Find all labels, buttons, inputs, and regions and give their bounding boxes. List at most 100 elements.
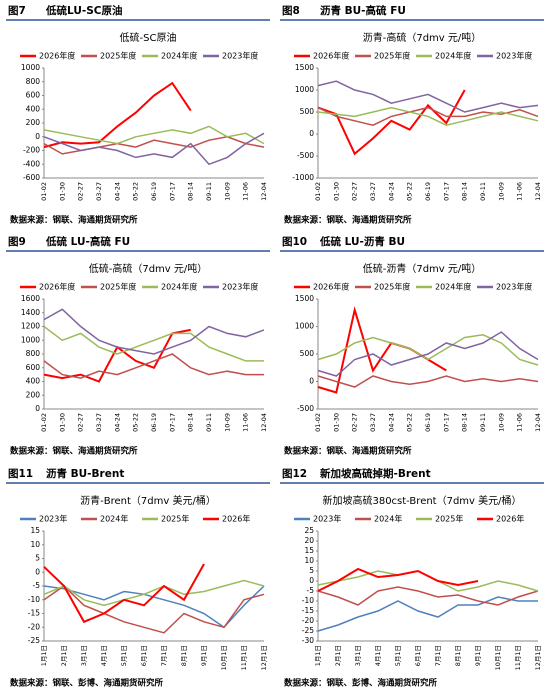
source-note: 数据来源：钢联、彭博、海通期货研究所 xyxy=(10,678,164,689)
y-tick-label: -10 xyxy=(28,595,40,604)
x-tick-label: 07-17 xyxy=(442,182,450,201)
legend-label: 2023年度 xyxy=(222,51,258,61)
x-tick-label: 08-14 xyxy=(461,182,469,201)
y-tick-label: -5 xyxy=(33,581,41,590)
series-line xyxy=(317,375,539,388)
legend-label: 2026年度 xyxy=(313,51,349,61)
figure-name: 低硫LU-SC原油 xyxy=(45,4,122,17)
source-note: 数据来源：钢联、海通期货研究所 xyxy=(284,215,412,226)
y-tick-label: -10 xyxy=(302,596,314,605)
y-tick-label: 800 xyxy=(26,77,41,86)
y-tick-label: 0 xyxy=(309,129,314,138)
x-tick-label: 12-04 xyxy=(260,182,268,201)
y-tick-label: 400 xyxy=(26,377,41,386)
figure-name: 沥青 BU-Brent xyxy=(46,467,124,480)
series-line xyxy=(317,106,539,126)
series-line xyxy=(43,563,205,624)
chart-title: 新加坡高硫380cst-Brent（7dmv 美元/桶） xyxy=(322,494,521,507)
series-line xyxy=(43,579,265,607)
y-tick-label: 400 xyxy=(26,104,41,113)
series-line xyxy=(317,586,539,606)
x-tick-label: 04-24 xyxy=(387,182,395,201)
figure-name: 沥青 BU-高硫 FU xyxy=(320,4,406,17)
series-line xyxy=(43,308,265,355)
figure-number: 图11 xyxy=(8,468,33,480)
chart-title: 沥青-Brent（7dmv 美元/桶） xyxy=(80,494,216,507)
x-tick-label: 9月1日 xyxy=(474,645,482,666)
x-tick-label: 03-27 xyxy=(95,413,103,432)
x-tick-label: 10月1日 xyxy=(494,645,502,670)
legend-label: 2023年度 xyxy=(496,282,532,292)
legend-label: 2026年度 xyxy=(313,282,349,292)
x-tick-label: 12-04 xyxy=(534,182,542,201)
y-tick-label: 600 xyxy=(26,363,41,372)
series-line xyxy=(43,81,192,149)
figure-number: 图7 xyxy=(8,5,26,17)
series-line xyxy=(43,585,265,629)
y-tick-label: -20 xyxy=(302,616,314,625)
x-tick-label: 04-24 xyxy=(387,413,395,432)
y-tick-label: -25 xyxy=(302,626,314,635)
x-tick-label: 10-09 xyxy=(497,413,505,432)
x-tick-label: 01-30 xyxy=(58,182,66,201)
source-note: 数据来源：钢联、海通期货研究所 xyxy=(10,215,138,226)
source-note: 数据来源：钢联、彭博、海通期货研究所 xyxy=(284,678,438,689)
y-tick-label: 25 xyxy=(304,526,314,535)
x-tick-label: 02-27 xyxy=(77,182,85,201)
x-tick-label: 07-17 xyxy=(168,413,176,432)
y-tick-label: 1400 xyxy=(21,308,40,317)
y-tick-label: 1000 xyxy=(295,322,314,331)
source-note: 数据来源：钢联、海通期货研究所 xyxy=(284,446,412,457)
series-line xyxy=(317,80,539,113)
y-tick-label: 5 xyxy=(35,554,40,563)
y-tick-label: -5 xyxy=(307,586,315,595)
x-tick-label: 7月1日 xyxy=(160,645,168,666)
y-tick-label: -500 xyxy=(297,404,314,413)
x-tick-label: 6月1日 xyxy=(414,645,422,666)
y-tick-label: 10 xyxy=(304,556,314,565)
x-tick-label: 1月1日 xyxy=(314,645,322,666)
series-line xyxy=(43,325,264,362)
legend-label: 2023年 xyxy=(313,514,341,524)
x-tick-label: 11-06 xyxy=(516,413,524,432)
x-tick-label: 08-14 xyxy=(461,413,469,432)
x-tick-label: 12月1日 xyxy=(534,645,542,670)
x-tick-label: 06-19 xyxy=(424,413,432,432)
figure-name: 低硫 LU-沥青 BU xyxy=(319,235,405,248)
y-tick-label: -30 xyxy=(302,636,314,645)
y-tick-label: -500 xyxy=(297,151,314,160)
legend-label: 2024年度 xyxy=(435,51,471,61)
x-tick-label: 10月1日 xyxy=(220,645,228,670)
legend-label: 2025年 xyxy=(161,514,189,524)
y-tick-label: 0 xyxy=(309,377,314,386)
y-tick-label: 800 xyxy=(26,349,41,358)
legend-label: 2024年 xyxy=(100,514,128,524)
x-tick-label: 4月1日 xyxy=(374,645,382,666)
y-tick-label: -20 xyxy=(28,622,40,631)
x-tick-label: 06-19 xyxy=(150,182,158,201)
series-line xyxy=(43,353,264,379)
x-tick-label: 02-27 xyxy=(351,413,359,432)
y-tick-label: 5 xyxy=(309,566,314,575)
y-tick-label: 200 xyxy=(26,118,41,127)
y-tick-label: 10 xyxy=(30,540,40,549)
x-tick-label: 11-06 xyxy=(242,182,250,201)
series-line xyxy=(317,334,539,366)
y-tick-label: 1000 xyxy=(21,63,40,72)
y-tick-label: -15 xyxy=(28,609,40,618)
x-tick-label: 9月1日 xyxy=(200,645,208,666)
x-tick-label: 01-30 xyxy=(58,413,66,432)
x-tick-label: 12月1日 xyxy=(260,645,268,670)
x-tick-label: 05-22 xyxy=(406,182,414,201)
y-tick-label: 0 xyxy=(35,567,40,576)
x-tick-label: 12-04 xyxy=(534,413,542,432)
chart-title: 沥青-高硫（7dmv 元/吨） xyxy=(363,31,482,44)
source-note: 数据来源：钢联、海通期货研究所 xyxy=(10,446,138,457)
y-tick-label: 1600 xyxy=(21,294,40,303)
y-tick-label: -400 xyxy=(23,159,40,168)
legend-label: 2026年度 xyxy=(39,51,75,61)
series-line xyxy=(317,106,539,126)
figure-number: 图9 xyxy=(8,236,26,248)
chart-title: 低硫-SC原油 xyxy=(120,31,177,44)
